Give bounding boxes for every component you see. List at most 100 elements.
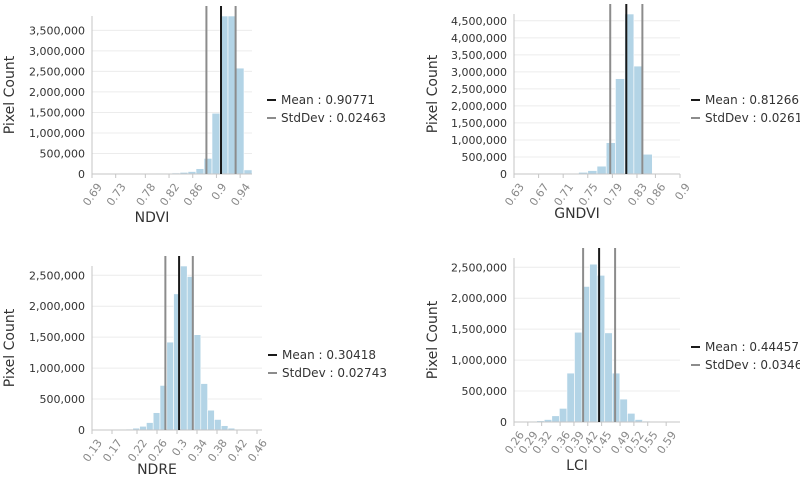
legend-mean-label: Mean : 0.44457 [705, 340, 799, 354]
x-tick-label: 0.9 [209, 181, 230, 203]
histogram-bar [201, 384, 208, 430]
y-tick-label: 4,500,000 [451, 15, 507, 28]
legend-mean-label: Mean : 0.90771 [281, 93, 375, 107]
histogram-bar [204, 158, 212, 174]
x-tick-label: 0.17 [100, 437, 125, 465]
x-tick-label: 0.94 [228, 181, 253, 209]
histogram-bar [643, 154, 652, 174]
x-tick-label: 0.69 [80, 181, 105, 209]
histogram-bar [244, 170, 252, 174]
x-tick-label: 0.46 [245, 437, 270, 465]
x-tick-label: 0.73 [104, 181, 129, 209]
histogram-bar [620, 399, 628, 422]
histogram-bar [212, 113, 220, 174]
y-tick-label: 3,000,000 [451, 66, 507, 79]
histogram-bar [605, 333, 613, 422]
histogram-bar [208, 410, 215, 430]
y-tick-label: 500,000 [462, 151, 508, 164]
x-tick-label: 0.86 [181, 181, 206, 209]
y-axis-title: Pixel Count [2, 55, 18, 134]
histogram-bar [615, 79, 624, 174]
y-tick-label: 2,500,000 [29, 269, 85, 282]
histogram-bar [180, 266, 187, 430]
legend-stddev-label: StdDev : 0.02743 [282, 366, 387, 380]
x-tick-label: 0.83 [625, 181, 650, 209]
histogram-bar [146, 423, 153, 430]
x-tick-label: 0.34 [185, 437, 210, 465]
x-axis-title: NDRE [137, 462, 177, 478]
y-tick-label: 2,500,000 [29, 65, 85, 78]
y-tick-label: 1,500,000 [29, 106, 85, 119]
x-tick-label: 0.26 [145, 437, 170, 465]
histogram-bar [559, 408, 567, 422]
x-tick-label: 0.63 [502, 181, 527, 209]
x-axis-title: NDVI [135, 210, 170, 226]
legend-stddev-label: StdDev : 0.03468 [705, 358, 800, 372]
y-tick-label: 3,500,000 [29, 24, 85, 37]
y-tick-label: 1,500,000 [451, 323, 507, 336]
chart-panel-ndre: 0 500,000 1,000,000 1,500,000 2,000,000 2,500… [2, 256, 387, 478]
y-tick-label: 2,000,000 [29, 86, 85, 99]
y-tick-label: 1,000,000 [29, 362, 85, 375]
x-tick-label: 0.9 [672, 181, 693, 203]
y-tick-label: 500,000 [40, 393, 86, 406]
x-tick-label: 0.38 [205, 437, 230, 465]
y-tick-label: 1,500,000 [29, 331, 85, 344]
y-tick-label: 1,000,000 [451, 134, 507, 147]
y-tick-label: 0 [500, 416, 507, 429]
x-tick-label: 0.79 [601, 181, 626, 209]
legend-mean-label: Mean : 0.30418 [282, 348, 376, 362]
chart-panel-gndvi: 0 500,000 1,000,000 1,500,000 2,000,000 2,500… [425, 4, 800, 222]
histogram-bar [196, 169, 204, 174]
histogram-bar [588, 171, 597, 174]
histogram-bar [167, 342, 174, 430]
y-tick-label: 2,000,000 [451, 292, 507, 305]
x-tick-label: 0.59 [654, 429, 679, 457]
x-tick-label: 0.42 [225, 437, 250, 465]
y-tick-label: 3,500,000 [451, 49, 507, 62]
y-tick-label: 2,500,000 [451, 83, 507, 96]
y-tick-label: 1,500,000 [451, 117, 507, 130]
x-tick-label: 0.75 [576, 181, 601, 209]
x-tick-label: 0.67 [527, 181, 552, 209]
legend-stddev-label: StdDev : 0.02615 [705, 111, 800, 125]
x-tick-label: 0.22 [125, 437, 150, 465]
histogram-bar [140, 426, 147, 430]
y-axis-title: Pixel Count [425, 300, 441, 379]
histogram-bar [597, 166, 606, 174]
x-tick-label: 0.13 [80, 437, 105, 465]
legend-mean-label: Mean : 0.81266 [705, 93, 799, 107]
y-tick-label: 0 [500, 168, 507, 181]
y-tick-label: 2,000,000 [29, 300, 85, 313]
y-tick-label: 3,000,000 [29, 45, 85, 58]
y-tick-label: 2,500,000 [451, 261, 507, 274]
y-axis-title: Pixel Count [425, 54, 441, 133]
histogram-bar [214, 419, 221, 430]
y-tick-label: 0 [78, 168, 85, 181]
chart-panel-lci: 0 500,000 1,000,000 1,500,000 2,000,000 2,500… [425, 248, 800, 474]
y-tick-label: 2,000,000 [451, 100, 507, 113]
histogram-bar [590, 264, 598, 422]
x-tick-label: 0.78 [134, 181, 159, 209]
x-tick-label: 0.86 [644, 181, 669, 209]
y-tick-label: 4,000,000 [451, 32, 507, 45]
y-tick-label: 1,000,000 [451, 354, 507, 367]
legend-stddev-label: StdDev : 0.02463 [281, 111, 386, 125]
y-tick-label: 500,000 [462, 385, 508, 398]
y-tick-label: 0 [78, 424, 85, 437]
histogram-bar [567, 373, 575, 422]
histogram-bar [221, 426, 228, 430]
x-tick-label: 0.71 [551, 181, 576, 209]
y-axis-title: Pixel Count [2, 308, 18, 387]
histogram-bar [627, 413, 635, 422]
y-tick-label: 500,000 [40, 147, 86, 160]
x-axis-title: LCI [566, 458, 588, 474]
histogram-bar [574, 332, 582, 422]
histogram-bar [194, 335, 201, 430]
chart-panel-ndvi: 0500,0001,000,0001,500,0002,000,0002,500… [2, 6, 386, 226]
x-axis-title: GNDVI [554, 206, 600, 222]
histogram-bar [153, 413, 160, 430]
x-tick-label: 0.82 [157, 181, 182, 209]
